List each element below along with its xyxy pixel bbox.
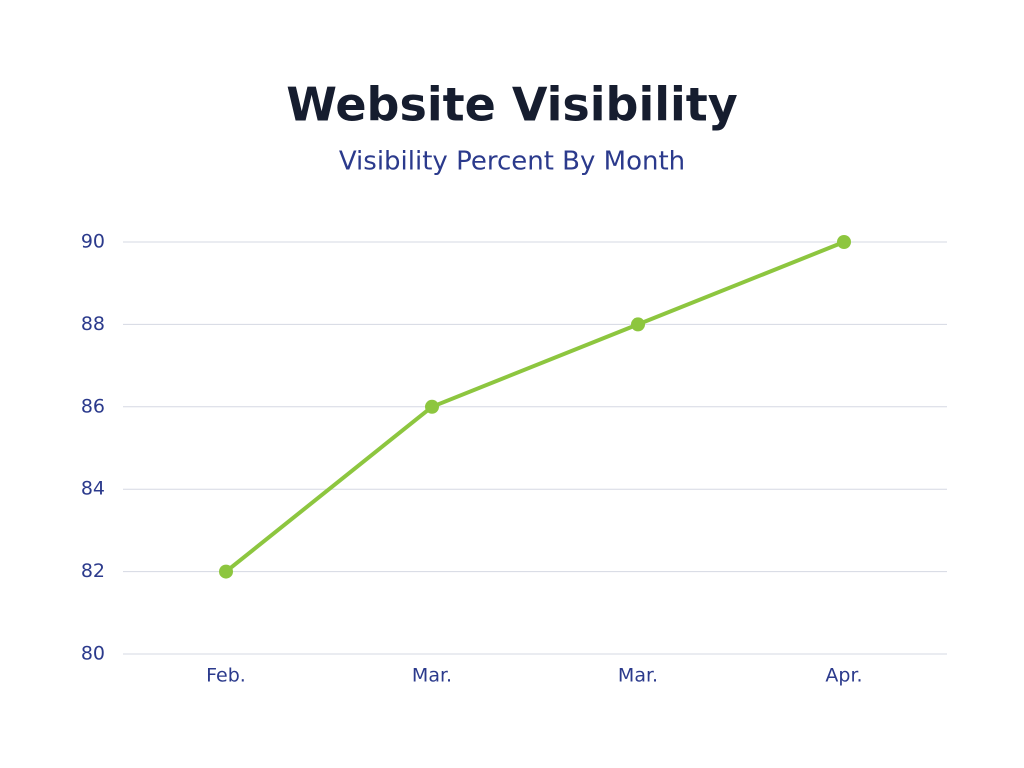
- x-tick-label: Feb.: [206, 665, 246, 687]
- line: [224, 240, 845, 574]
- chart-subtitle: Visibility Percent By Month: [339, 147, 685, 177]
- y-tick-label: 80: [81, 643, 105, 665]
- point: [837, 235, 851, 249]
- y-tick-label: 84: [81, 478, 105, 500]
- point: [219, 564, 233, 579]
- y-tick-label: 82: [81, 560, 105, 582]
- point: [631, 317, 645, 332]
- x-tick-label: Mar.: [412, 665, 452, 687]
- chart-title: Website Visibility: [286, 78, 738, 132]
- y-tick-label: 88: [81, 313, 105, 335]
- x-tick-label: Mar.: [618, 665, 658, 687]
- x-tick-label: Apr.: [825, 665, 862, 687]
- y-tick-label: 86: [81, 395, 105, 417]
- y-tick-label: 90: [81, 231, 105, 253]
- point: [425, 399, 439, 414]
